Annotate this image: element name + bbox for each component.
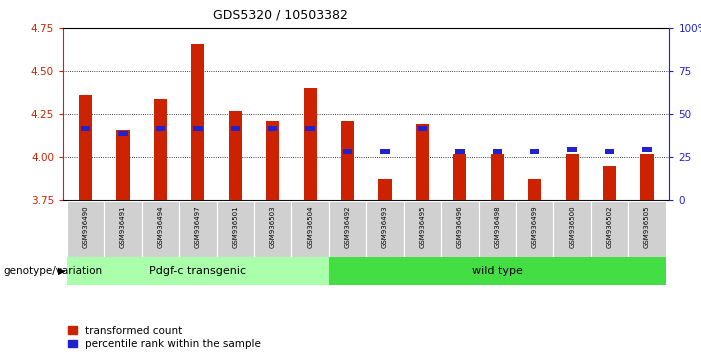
Bar bbox=[118, 131, 128, 137]
Text: GSM936505: GSM936505 bbox=[644, 205, 650, 248]
Bar bbox=[642, 147, 652, 152]
Bar bbox=[379, 179, 392, 200]
Bar bbox=[553, 201, 591, 257]
Bar bbox=[591, 201, 628, 257]
Bar bbox=[179, 201, 217, 257]
Text: Pdgf-c transgenic: Pdgf-c transgenic bbox=[149, 266, 246, 276]
Legend: transformed count, percentile rank within the sample: transformed count, percentile rank withi… bbox=[68, 326, 261, 349]
Bar bbox=[193, 126, 203, 131]
Bar bbox=[441, 201, 479, 257]
Text: GSM936495: GSM936495 bbox=[419, 205, 426, 248]
Bar bbox=[404, 201, 441, 257]
Text: GSM936494: GSM936494 bbox=[158, 205, 163, 248]
Bar bbox=[530, 149, 539, 154]
Bar bbox=[154, 99, 167, 200]
Bar bbox=[156, 126, 165, 131]
Text: GSM936497: GSM936497 bbox=[195, 205, 201, 248]
Text: wild type: wild type bbox=[472, 266, 523, 276]
Bar bbox=[306, 126, 315, 131]
Text: GSM936501: GSM936501 bbox=[232, 205, 238, 248]
Bar bbox=[455, 149, 465, 154]
Bar bbox=[292, 201, 329, 257]
Bar bbox=[516, 201, 553, 257]
Bar bbox=[341, 121, 354, 200]
Bar bbox=[343, 149, 352, 154]
Bar bbox=[191, 44, 205, 200]
Bar bbox=[566, 154, 579, 200]
Bar bbox=[217, 201, 254, 257]
Text: GSM936503: GSM936503 bbox=[270, 205, 275, 248]
Bar bbox=[229, 111, 242, 200]
Bar bbox=[231, 126, 240, 131]
Text: GSM936492: GSM936492 bbox=[345, 205, 350, 248]
Text: ▶: ▶ bbox=[58, 266, 66, 276]
Bar bbox=[418, 126, 427, 131]
Bar bbox=[416, 125, 429, 200]
Bar bbox=[79, 95, 92, 200]
Bar bbox=[116, 130, 130, 200]
Bar bbox=[67, 257, 329, 285]
Bar bbox=[142, 201, 179, 257]
Bar bbox=[628, 201, 666, 257]
Bar bbox=[81, 126, 90, 131]
Text: GSM936496: GSM936496 bbox=[457, 205, 463, 248]
Bar bbox=[104, 201, 142, 257]
Bar bbox=[268, 126, 278, 131]
Text: GSM936499: GSM936499 bbox=[531, 205, 538, 248]
Bar bbox=[567, 147, 577, 152]
Text: GSM936504: GSM936504 bbox=[307, 205, 313, 248]
Bar bbox=[266, 121, 279, 200]
Bar bbox=[491, 154, 504, 200]
Bar bbox=[528, 179, 541, 200]
Text: GSM936498: GSM936498 bbox=[494, 205, 501, 248]
Bar bbox=[479, 201, 516, 257]
Bar bbox=[329, 201, 366, 257]
Bar bbox=[254, 201, 292, 257]
Bar bbox=[67, 201, 104, 257]
Bar bbox=[493, 149, 502, 154]
Bar bbox=[304, 88, 317, 200]
Bar bbox=[603, 166, 616, 200]
Text: genotype/variation: genotype/variation bbox=[4, 266, 102, 276]
Text: GSM936502: GSM936502 bbox=[606, 205, 613, 248]
Bar bbox=[381, 149, 390, 154]
Bar bbox=[329, 257, 666, 285]
Text: GSM936500: GSM936500 bbox=[569, 205, 575, 248]
Text: GSM936491: GSM936491 bbox=[120, 205, 126, 248]
Bar bbox=[366, 201, 404, 257]
Bar bbox=[641, 154, 653, 200]
Bar bbox=[605, 149, 614, 154]
Text: GDS5320 / 10503382: GDS5320 / 10503382 bbox=[213, 9, 348, 22]
Text: GSM936490: GSM936490 bbox=[83, 205, 88, 248]
Text: GSM936493: GSM936493 bbox=[382, 205, 388, 248]
Bar bbox=[454, 154, 466, 200]
